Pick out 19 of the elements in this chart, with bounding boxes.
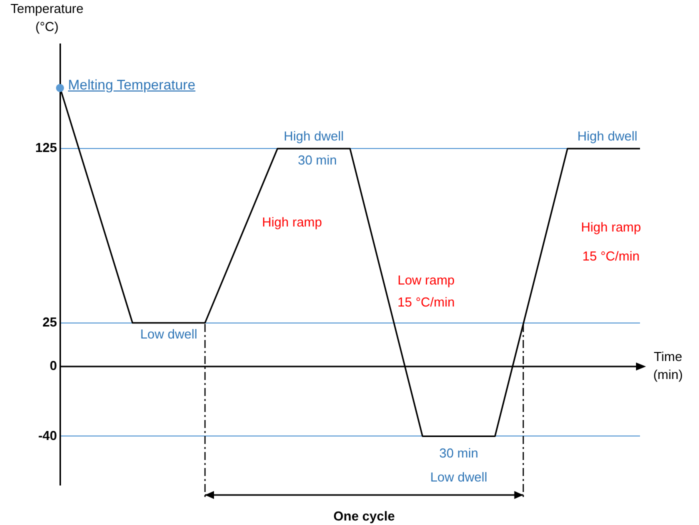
y-tick-label: 125 xyxy=(35,140,57,156)
annotation: Melting Temperature xyxy=(68,76,196,92)
annotation: 30 min xyxy=(298,152,337,168)
y-tick-label: 25 xyxy=(42,314,57,330)
annotation: High dwell xyxy=(577,128,638,144)
annotation: Low dwell xyxy=(140,326,198,342)
annotation: High dwell xyxy=(284,128,344,144)
text: One cycle xyxy=(333,508,395,524)
annotation: High ramp xyxy=(262,214,322,230)
annotation: Low ramp xyxy=(398,272,455,288)
annotation: 30 min xyxy=(439,446,478,460)
x-axis-title: Time (min) xyxy=(652,348,684,384)
y-tick-label: 0 xyxy=(50,358,57,374)
y-axis-title: Temperature (°C) xyxy=(10,0,84,36)
annotation: Low dwell xyxy=(430,470,488,484)
y-tick-label: -40 xyxy=(38,428,57,443)
annotation: 15 °C/min xyxy=(582,248,640,264)
annotation: 15 °C/min xyxy=(398,294,455,310)
annotation: High ramp xyxy=(581,220,641,234)
